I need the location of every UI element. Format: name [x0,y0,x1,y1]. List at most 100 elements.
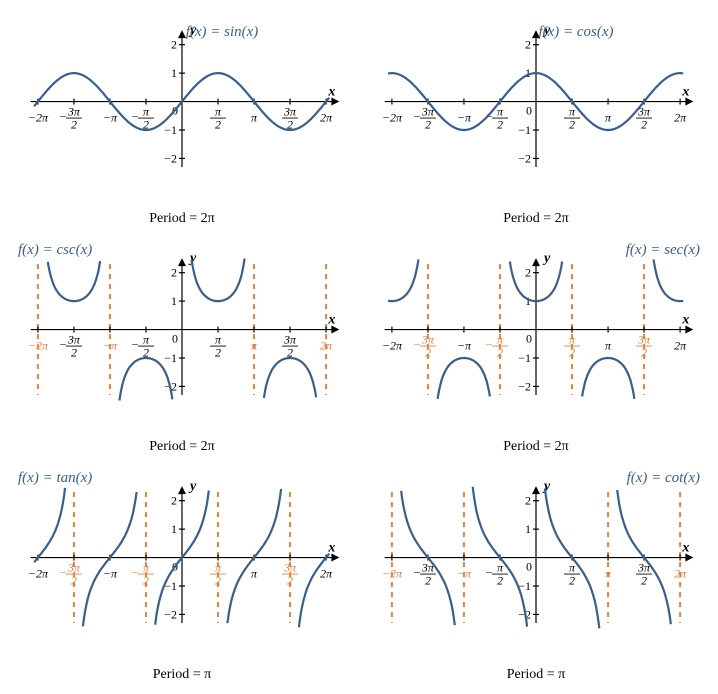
svg-text:2: 2 [497,574,503,588]
svg-text:−π: −π [457,567,472,581]
svg-text:2π: 2π [674,567,687,581]
chart-cos: −2−112−2π−3π2−π−π2π2π3π22π0xyf(x) = cos(… [364,10,708,228]
svg-text:2: 2 [215,346,221,360]
caption-sec: Period = 2π [503,439,569,454]
chart-sin: −2−112−2π−3π2−π−π2π2π3π22π0xyf(x) = sin(… [10,10,354,228]
svg-text:π: π [143,333,150,347]
svg-text:2: 2 [525,494,531,508]
svg-text:π: π [215,561,222,575]
svg-text:2: 2 [525,38,531,52]
svg-text:−π: −π [103,567,118,581]
svg-text:2: 2 [569,346,575,360]
svg-text:2π: 2π [320,567,333,581]
svg-text:−2: −2 [164,607,177,621]
svg-text:π: π [605,567,612,581]
panel-cot: −2−112−2π−3π2−π−π2π2π3π22π0xyf(x) = cot(… [364,466,708,684]
svg-text:2: 2 [215,118,221,132]
svg-text:−: − [485,566,493,580]
panel-sin: −2−112−2π−3π2−π−π2π2π3π22π0xyf(x) = sin(… [10,10,354,228]
svg-text:−π: −π [103,111,118,125]
svg-text:2: 2 [171,38,177,52]
svg-text:−: − [131,338,139,352]
svg-text:3π: 3π [421,333,435,347]
svg-text:0: 0 [526,560,532,574]
svg-text:−: − [59,566,67,580]
svg-text:−: − [485,338,493,352]
svg-text:2: 2 [71,346,77,360]
svg-text:π: π [251,111,258,125]
svg-text:−: − [59,338,67,352]
svg-text:2π: 2π [320,339,333,353]
svg-text:2: 2 [641,118,647,132]
svg-text:x: x [681,313,689,328]
svg-text:1: 1 [171,522,177,536]
svg-text:−: − [131,110,139,124]
svg-text:2: 2 [215,574,221,588]
caption-csc: Period = 2π [149,439,215,454]
svg-text:y: y [188,479,197,494]
svg-text:3π: 3π [637,333,651,347]
svg-text:2: 2 [171,266,177,280]
title-sin: f(x) = sin(x) [186,24,259,40]
svg-text:2: 2 [425,346,431,360]
svg-text:2π: 2π [674,339,687,353]
svg-text:0: 0 [172,332,178,346]
svg-text:3π: 3π [67,105,81,119]
svg-text:2: 2 [71,118,77,132]
svg-text:2: 2 [71,574,77,588]
title-csc: f(x) = csc(x) [18,242,92,258]
svg-text:−: − [131,566,139,580]
svg-text:−1: −1 [164,351,177,365]
title-sec: f(x) = sec(x) [626,242,700,258]
chart-csc: −2−112−2π−3π2−π−π2π2π3π22π0xyf(x) = csc(… [10,238,354,456]
svg-text:2: 2 [171,494,177,508]
svg-text:1: 1 [525,522,531,536]
svg-text:−2π: −2π [382,111,403,125]
svg-text:2: 2 [425,118,431,132]
svg-text:−2π: −2π [382,567,403,581]
chart-cot: −2−112−2π−3π2−π−π2π2π3π22π0xyf(x) = cot(… [364,466,708,684]
svg-text:2: 2 [569,118,575,132]
svg-text:−: − [413,338,421,352]
svg-text:2π: 2π [674,111,687,125]
svg-text:π: π [143,561,150,575]
svg-text:0: 0 [526,332,532,346]
chart-tan: −2−112−2π−3π2−π−π2π2π3π22π0xyf(x) = tan(… [10,466,354,684]
svg-text:y: y [542,251,551,266]
svg-text:1: 1 [171,66,177,80]
svg-text:3π: 3π [283,561,297,575]
svg-text:y: y [542,479,551,494]
svg-text:−2π: −2π [382,339,403,353]
caption-cot: Period = π [507,667,566,682]
svg-text:1: 1 [171,294,177,308]
caption-cos: Period = 2π [503,211,569,226]
svg-text:−: − [59,110,67,124]
svg-text:2: 2 [143,574,149,588]
svg-text:x: x [681,541,689,556]
svg-text:−2π: −2π [28,339,49,353]
svg-text:−: − [413,566,421,580]
panel-tan: −2−112−2π−3π2−π−π2π2π3π22π0xyf(x) = tan(… [10,466,354,684]
svg-text:−π: −π [457,111,472,125]
svg-text:−2: −2 [518,151,531,165]
title-tan: f(x) = tan(x) [18,470,92,486]
caption-sin: Period = 2π [149,211,215,226]
svg-text:2π: 2π [320,111,333,125]
svg-text:2: 2 [287,574,293,588]
svg-text:−π: −π [457,339,472,353]
svg-text:−1: −1 [518,123,531,137]
svg-text:π: π [497,105,504,119]
caption-tan: Period = π [153,667,212,682]
svg-text:2: 2 [569,574,575,588]
panel-sec: −2−112−2π−3π2−π−π2π2π3π22π0xyf(x) = sec(… [364,238,708,456]
svg-text:2: 2 [641,346,647,360]
svg-text:−: − [413,110,421,124]
panel-csc: −2−112−2π−3π2−π−π2π2π3π22π0xyf(x) = csc(… [10,238,354,456]
svg-text:−2π: −2π [28,111,49,125]
svg-text:π: π [497,333,504,347]
svg-text:π: π [251,567,258,581]
svg-text:2: 2 [425,574,431,588]
svg-text:−2: −2 [164,151,177,165]
svg-text:2: 2 [497,346,503,360]
svg-text:π: π [251,339,258,353]
